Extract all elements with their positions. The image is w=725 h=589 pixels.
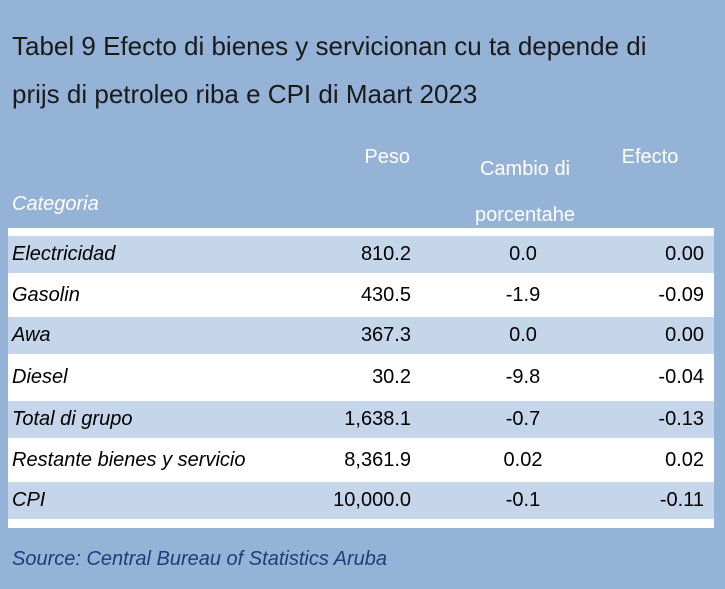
table-row: CPI 10,000.0 -0.1 -0.11 (8, 482, 714, 519)
cell-efecto: 0.00 (665, 324, 704, 346)
header-cambio: Cambio di porcentahe (440, 146, 610, 238)
table-row: Restante bienes y servicio 8,361.9 0.02 … (8, 442, 714, 479)
cell-peso: 10,000.0 (333, 489, 411, 511)
cell-peso: 8,361.9 (344, 449, 411, 471)
header-cambio-line-2: porcentahe (474, 204, 576, 226)
cell-efecto: -0.11 (659, 489, 704, 511)
cell-cambio: -0.7 (505, 408, 541, 430)
table-row: Electricidad 810.2 0.0 0.00 (8, 236, 714, 273)
cell-peso: 1,638.1 (344, 408, 411, 430)
cell-efecto: -0.04 (658, 366, 704, 388)
cell-categoria: Gasolin (12, 284, 80, 306)
cell-cambio: -0.1 (505, 489, 541, 511)
cell-categoria: Awa (12, 324, 51, 346)
cell-cambio: 0.02 (503, 449, 543, 471)
cell-categoria: Restante bienes y servicio (12, 449, 246, 471)
table-title: Tabel 9 Efecto di bienes y servicionan c… (12, 22, 712, 118)
cell-categoria: Electricidad (12, 243, 116, 265)
table-body: Electricidad 810.2 0.0 0.00 Gasolin 430.… (8, 228, 714, 528)
cell-efecto: -0.09 (658, 284, 704, 306)
table-row: Awa 367.3 0.0 0.00 (8, 317, 714, 354)
table-row: Total di grupo 1,638.1 -0.7 -0.13 (8, 401, 714, 438)
header-efecto: Efecto (621, 146, 679, 168)
cell-cambio: 0.0 (509, 243, 537, 265)
cell-peso: 367.3 (360, 324, 411, 346)
cell-efecto: -0.13 (658, 408, 704, 430)
cell-efecto: 0.00 (665, 243, 704, 265)
header-peso: Peso (364, 146, 410, 168)
cell-peso: 430.5 (360, 284, 411, 306)
cell-cambio: -1.9 (505, 284, 541, 306)
table-row: Gasolin 430.5 -1.9 -0.09 (8, 277, 714, 314)
cell-cambio: 0.0 (509, 324, 537, 346)
cell-cambio: -9.8 (505, 366, 541, 388)
title-line-1: Tabel 9 Efecto di bienes y servicionan c… (12, 31, 647, 61)
title-line-2: prijs di petroleo riba e CPI di Maart 20… (12, 79, 478, 109)
cell-efecto: 0.02 (665, 449, 704, 471)
header-cambio-line-1: Cambio di (479, 158, 571, 180)
cell-categoria: Total di grupo (12, 408, 133, 430)
table-row: Diesel 30.2 -9.8 -0.04 (8, 359, 714, 396)
cell-peso: 30.2 (372, 366, 411, 388)
header-categoria: Categoria (12, 193, 99, 215)
source-note: Source: Central Bureau of Statistics Aru… (12, 548, 387, 570)
cell-categoria: CPI (12, 489, 46, 511)
cell-peso: 810.2 (360, 243, 411, 265)
cell-categoria: Diesel (12, 366, 68, 388)
